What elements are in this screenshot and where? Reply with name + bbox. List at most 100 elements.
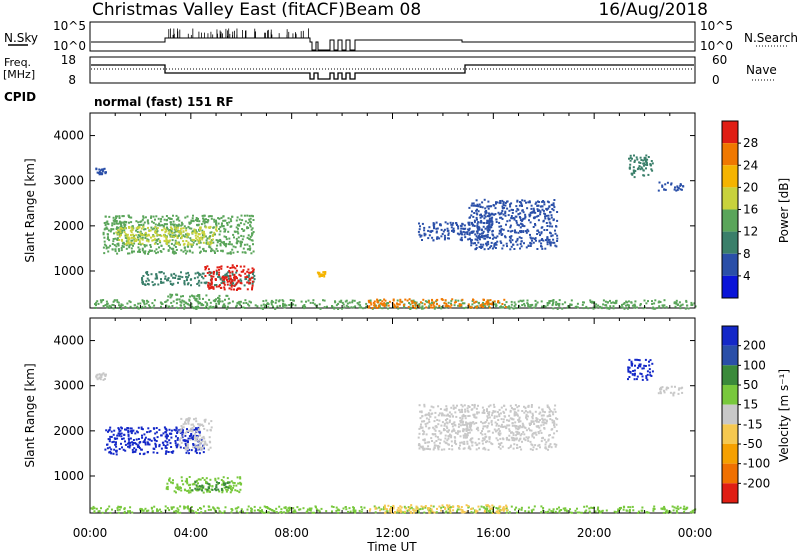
data-pixel: [148, 430, 151, 433]
data-pixel: [520, 433, 523, 435]
data-pixel: [187, 491, 190, 494]
data-pixel: [537, 210, 539, 212]
data-pixel: [475, 212, 478, 215]
data-pixel: [239, 265, 242, 268]
data-pixel: [648, 360, 650, 363]
data-pixel: [176, 443, 179, 446]
data-pixel: [238, 511, 241, 514]
data-pixel: [532, 241, 535, 244]
data-pixel: [475, 247, 478, 249]
data-pixel: [501, 303, 504, 305]
data-pixel: [221, 305, 224, 308]
data-pixel: [473, 225, 476, 227]
data-pixel: [439, 438, 442, 441]
data-pixel: [514, 231, 516, 234]
data-pixel: [478, 226, 481, 229]
data-pixel: [501, 199, 504, 202]
data-pixel: [496, 507, 499, 510]
data-pixel: [342, 507, 345, 510]
data-pixel: [506, 419, 508, 422]
data-pixel: [115, 453, 118, 456]
data-pixel: [180, 428, 183, 431]
data-pixel: [194, 435, 196, 438]
data-pixel: [237, 482, 240, 485]
data-pixel: [179, 275, 182, 278]
data-pixel: [451, 448, 454, 451]
data-pixel: [192, 436, 195, 439]
data-pixel: [201, 236, 204, 239]
data-pixel: [544, 215, 546, 218]
data-pixel: [466, 407, 469, 410]
data-pixel: [215, 224, 218, 227]
data-pixel: [657, 189, 660, 192]
data-pixel: [500, 306, 503, 309]
data-pixel: [433, 444, 436, 447]
data-pixel: [555, 225, 558, 228]
data-pixel: [116, 238, 119, 241]
data-pixel: [198, 297, 201, 300]
data-pixel: [674, 385, 676, 388]
data-pixel: [114, 250, 117, 253]
data-pixel: [487, 247, 490, 250]
data-pixel: [684, 508, 686, 511]
data-pixel: [500, 418, 503, 421]
data-pixel: [486, 299, 489, 302]
data-pixel: [377, 301, 379, 304]
data-pixel: [228, 484, 231, 487]
data-pixel: [163, 426, 166, 429]
data-pixel: [111, 222, 114, 225]
data-pixel: [112, 240, 115, 243]
data-pixel: [462, 415, 465, 418]
data-pixel: [174, 277, 177, 279]
data-pixel: [379, 302, 382, 305]
data-pixel: [171, 239, 174, 242]
data-pixel: [418, 222, 420, 225]
data-pixel: [119, 231, 122, 234]
data-pixel: [493, 245, 496, 248]
data-pixel: [530, 429, 533, 432]
data-pixel: [645, 302, 648, 305]
data-pixel: [529, 424, 531, 426]
data-pixel: [159, 220, 162, 223]
data-pixel: [170, 223, 172, 226]
data-pixel: [534, 299, 537, 302]
data-pixel: [465, 421, 467, 424]
data-pixel: [633, 374, 636, 377]
data-pixel: [627, 506, 630, 509]
data-pixel: [533, 211, 536, 214]
data-pixel: [117, 229, 119, 232]
data-pixel: [176, 485, 179, 487]
data-pixel: [546, 229, 549, 231]
data-pixel: [622, 303, 625, 306]
data-pixel: [191, 509, 193, 512]
data-pixel: [651, 162, 654, 165]
data-pixel: [368, 301, 371, 304]
data-pixel: [249, 224, 252, 227]
data-pixel: [158, 428, 161, 431]
data-pixel: [418, 443, 421, 445]
data-pixel: [514, 421, 517, 424]
data-pixel: [546, 302, 549, 304]
data-pixel: [99, 173, 102, 176]
data-pixel: [183, 300, 186, 303]
data-pixel: [135, 448, 138, 451]
data-pixel: [141, 247, 144, 250]
data-pixel: [459, 508, 462, 511]
data-pixel: [369, 301, 372, 304]
freq-unit-label: [MHz]: [3, 68, 35, 81]
data-pixel: [464, 415, 467, 417]
data-pixel: [192, 239, 195, 241]
data-pixel: [363, 506, 366, 509]
data-pixel: [629, 154, 632, 157]
data-pixel: [552, 301, 555, 304]
data-pixel: [225, 273, 228, 276]
data-pixel: [121, 438, 124, 440]
data-pixel: [207, 219, 210, 221]
data-pixel: [164, 505, 167, 508]
data-pixel: [143, 440, 146, 442]
data-pixel: [230, 220, 233, 223]
data-pixel: [388, 508, 391, 511]
data-pixel: [476, 213, 479, 216]
data-pixel: [538, 443, 541, 446]
data-pixel: [512, 447, 515, 450]
